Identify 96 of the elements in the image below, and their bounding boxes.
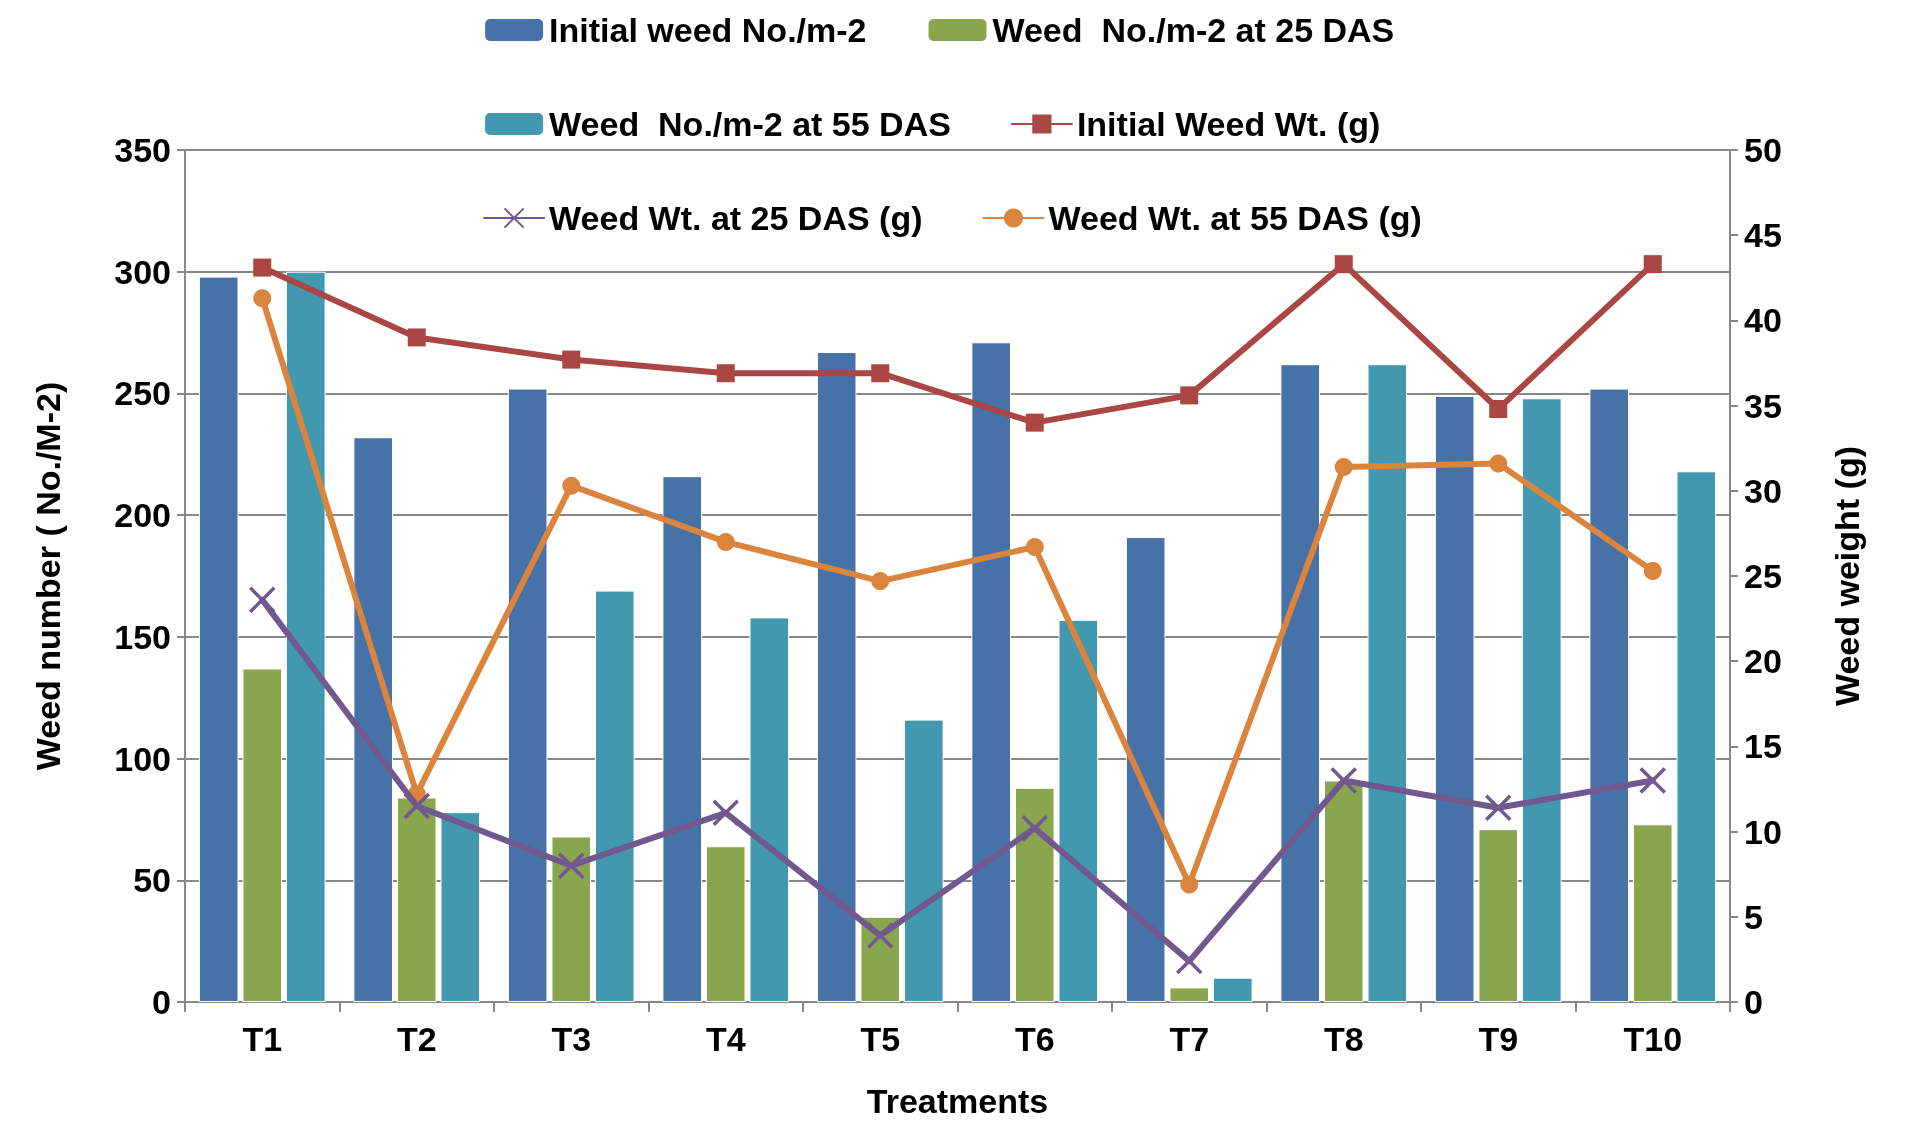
y-tick-label: 0 [152,983,171,1021]
point [1025,538,1044,557]
y2-tick-label: 15 [1744,727,1782,766]
y-tick-label: 300 [114,252,171,291]
y-axis-title: Weed number ( No./M-2) [29,381,67,771]
bar [816,352,857,1002]
bar [198,276,239,1002]
bar [507,388,548,1002]
bar [551,836,592,1002]
x-tick-label: T3 [551,1020,592,1058]
bar [1213,977,1253,1002]
x-tick-label: T4 [705,1020,746,1058]
point [1643,561,1662,580]
point [1639,766,1667,795]
bar [904,719,944,1002]
point [1489,454,1508,473]
point [712,799,740,827]
point [1180,386,1199,405]
y2-tick-label: 10 [1744,812,1782,851]
bar [1323,780,1364,1002]
point [1180,875,1199,894]
bar [1169,987,1210,1002]
bar [1014,787,1055,1002]
bar [971,342,1011,1002]
y2-tick-label: 5 [1744,897,1763,936]
y2-axis-title: Weed weight (g) [1828,445,1866,707]
x-tick-label: T10 [1623,1020,1683,1058]
bar [1676,471,1717,1002]
x-tick-label: T8 [1323,1020,1364,1058]
bar [1478,829,1519,1002]
point [557,851,585,880]
legend-label: Weed No./m-2 at 25 DAS [992,11,1395,49]
y2-tick-label: 45 [1744,216,1782,255]
bar [662,476,702,1002]
bar [1632,824,1673,1002]
point [1484,793,1512,822]
point [562,350,581,369]
point [716,532,735,551]
point [248,586,276,614]
bar [1125,537,1166,1002]
point [1334,457,1353,476]
bar [705,846,746,1002]
point [1175,947,1203,975]
x-tick-label: T6 [1014,1020,1055,1058]
y-tick-label: 50 [133,861,171,900]
bar [353,437,393,1002]
x-axis-title: Treatments [866,1082,1049,1120]
y-tick-label: 200 [114,496,171,535]
y-tick-label: 100 [114,739,171,778]
point [407,328,426,347]
point [562,476,581,495]
y2-tick-label: 30 [1744,471,1782,510]
point [1643,255,1662,274]
y-tick-label: 150 [114,617,171,656]
x-tick-label: T5 [860,1020,901,1058]
point [871,364,890,383]
point [1330,766,1358,795]
y2-tick-label: 35 [1744,386,1782,425]
bar [1058,619,1099,1002]
bar [749,617,790,1002]
point [1021,814,1049,842]
point [403,792,431,820]
y-tick-label: 250 [114,374,171,413]
x-tick-label: T1 [242,1020,283,1058]
bar [1280,364,1320,1002]
bar [286,271,326,1002]
legend-label: Initial Weed Wt. (g) [1076,105,1381,143]
legend-label: Weed No./m-2 at 55 DAS [549,105,951,143]
bar [595,590,635,1002]
bar [396,797,437,1002]
point [1334,255,1353,274]
point [716,364,735,383]
bar [1434,395,1475,1002]
y2-tick-label: 25 [1744,557,1782,595]
x-tick-label: T7 [1169,1020,1210,1058]
point [253,289,272,308]
legend-label: Weed Wt. at 55 DAS (g) [1048,199,1422,237]
bar [1367,364,1408,1002]
y2-tick-label: 0 [1744,983,1763,1021]
y2-tick-label: 20 [1744,642,1782,681]
x-tick-label: T9 [1478,1020,1519,1058]
legend-label: Initial weed No./m-2 [549,11,867,49]
y2-tick-label: 40 [1744,301,1782,340]
bar [242,668,283,1002]
y2-tick-label: 50 [1744,131,1782,169]
point [1489,400,1508,419]
legend-label: Weed Wt. at 25 DAS (g) [549,199,923,237]
bar [1522,398,1562,1002]
point [871,572,890,591]
y-tick-label: 350 [114,131,171,169]
bar [1589,388,1629,1002]
bar [440,812,481,1002]
point [866,921,894,950]
point [1025,413,1044,432]
x-tick-label: T2 [396,1020,437,1058]
point [253,258,272,277]
